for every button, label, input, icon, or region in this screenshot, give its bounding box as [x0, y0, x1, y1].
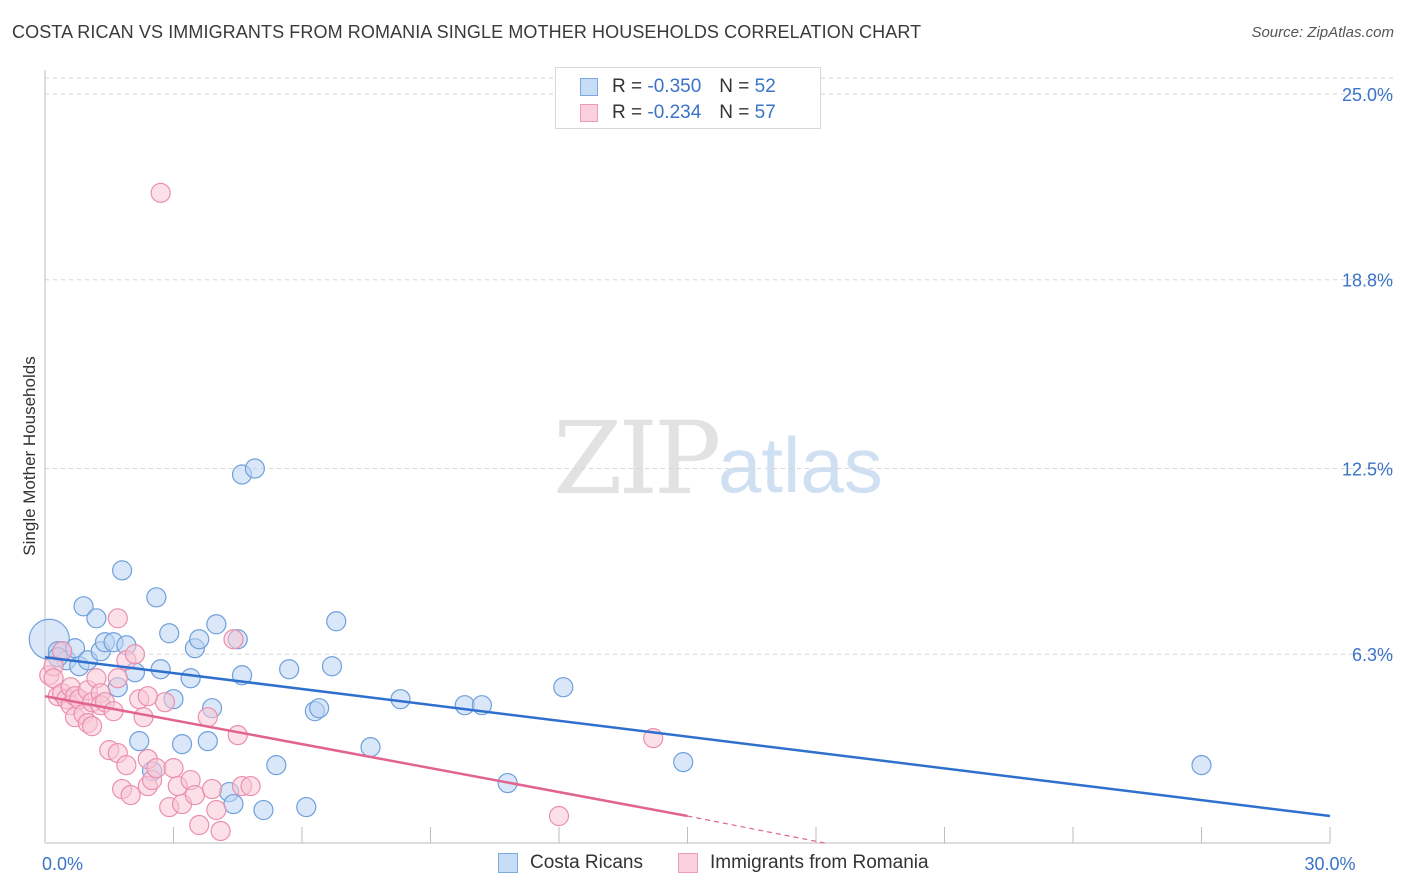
- data-point-immigrants-romania: [197, 707, 218, 728]
- data-point-costa-ricans: [86, 608, 107, 629]
- data-point-costa-ricans: [326, 611, 347, 632]
- trend-line-extension-immigrants-romania: [687, 815, 825, 844]
- data-point-immigrants-romania: [223, 629, 244, 650]
- trend-line-immigrants-romania: [44, 694, 688, 818]
- data-point-costa-ricans: [171, 734, 193, 755]
- data-point-costa-ricans: [673, 752, 694, 773]
- series-costa-ricans: [28, 458, 1212, 821]
- data-point-immigrants-romania: [184, 784, 206, 806]
- data-point-costa-ricans: [454, 695, 475, 716]
- data-point-immigrants-romania: [206, 799, 227, 821]
- data-point-costa-ricans: [244, 458, 265, 479]
- data-point-immigrants-romania: [52, 641, 73, 662]
- y-tick-label: 18.8%: [1342, 271, 1393, 291]
- gridlines: [45, 77, 1395, 655]
- series-legend: Costa Ricans Immigrants from Romania: [0, 852, 1406, 878]
- correlation-legend: R = -0.350 N = 52 R = -0.234 N = 57: [555, 67, 821, 129]
- source-credit: Source: ZipAtlas.com: [1251, 24, 1394, 41]
- watermark-zip: ZIP: [553, 400, 721, 517]
- r-label: R =: [612, 102, 643, 123]
- legend-row-immigrants-romania: R = -0.234 N = 57: [580, 100, 776, 126]
- axes: [44, 70, 1331, 844]
- series-immigrants-romania: [39, 182, 664, 842]
- tick-labels: 6.3% 12.5% 18.8% 25.0% 0.0% 30.0%: [42, 85, 1393, 874]
- data-point-immigrants-romania: [133, 707, 154, 728]
- data-point-immigrants-romania: [124, 644, 146, 665]
- chart-title: COSTA RICAN VS IMMIGRANTS FROM ROMANIA S…: [12, 22, 922, 42]
- data-point-costa-ricans: [553, 677, 574, 698]
- legend-swatch-blue: [498, 853, 518, 873]
- legend-label: Immigrants from Romania: [710, 852, 929, 873]
- data-point-costa-ricans: [223, 793, 244, 815]
- data-point-costa-ricans: [266, 755, 287, 776]
- y-tick-label: 12.5%: [1342, 459, 1393, 479]
- data-point-immigrants-romania: [548, 805, 570, 827]
- y-axis-label: Single Mother Households: [20, 356, 39, 556]
- data-point-costa-ricans: [1191, 755, 1212, 776]
- data-point-immigrants-romania: [116, 755, 137, 776]
- data-point-immigrants-romania: [163, 757, 184, 779]
- data-point-immigrants-romania: [120, 784, 141, 806]
- legend-swatch-blue: [580, 78, 598, 96]
- data-point-costa-ricans: [309, 698, 330, 719]
- n-value: 52: [754, 76, 776, 97]
- data-point-costa-ricans: [180, 668, 201, 689]
- y-tick-label: 25.0%: [1342, 85, 1393, 105]
- data-point-costa-ricans: [189, 629, 210, 650]
- legend-item-costa-ricans: Costa Ricans: [498, 852, 643, 874]
- data-point-immigrants-romania: [146, 757, 167, 779]
- data-point-immigrants-romania: [82, 716, 103, 737]
- data-point-costa-ricans: [111, 560, 133, 581]
- data-point-costa-ricans: [296, 796, 317, 818]
- data-point-costa-ricans: [206, 614, 227, 635]
- n-label: N =: [719, 76, 750, 97]
- data-point-immigrants-romania: [227, 725, 248, 746]
- x-tick-label: 0.0%: [42, 854, 83, 874]
- data-point-costa-ricans: [129, 731, 150, 752]
- legend-swatch-pink: [580, 104, 598, 122]
- data-point-costa-ricans: [146, 587, 167, 608]
- trend-lines: [44, 655, 1331, 844]
- data-point-costa-ricans: [321, 656, 343, 677]
- data-point-immigrants-romania: [137, 686, 158, 707]
- data-point-costa-ricans: [73, 596, 94, 617]
- data-point-immigrants-romania: [210, 820, 231, 842]
- data-point-immigrants-romania: [107, 668, 128, 689]
- data-point-immigrants-romania: [150, 182, 171, 203]
- data-point-immigrants-romania: [189, 814, 210, 836]
- legend-row-costa-ricans: R = -0.350 N = 52: [580, 74, 776, 100]
- data-point-costa-ricans: [360, 737, 381, 758]
- legend-swatch-pink: [678, 853, 698, 873]
- r-label: R =: [612, 76, 643, 97]
- data-point-immigrants-romania: [240, 775, 261, 797]
- watermark-atlas: atlas: [718, 421, 883, 509]
- y-tick-label: 6.3%: [1352, 645, 1393, 665]
- r-value: -0.350: [647, 76, 702, 97]
- trend-line-costa-ricans: [44, 655, 1331, 818]
- data-point-immigrants-romania: [107, 608, 128, 629]
- data-point-costa-ricans: [159, 623, 180, 644]
- data-point-costa-ricans: [279, 659, 300, 680]
- legend-item-immigrants-romania: Immigrants from Romania: [678, 852, 929, 874]
- data-point-costa-ricans: [253, 799, 274, 821]
- n-value: 57: [754, 102, 776, 123]
- data-point-immigrants-romania: [201, 778, 223, 800]
- data-point-costa-ricans: [150, 659, 171, 680]
- x-tick-label: 30.0%: [1304, 854, 1355, 874]
- data-point-immigrants-romania: [154, 692, 176, 713]
- n-label: N =: [719, 102, 750, 123]
- r-value: -0.234: [647, 102, 702, 123]
- data-point-costa-ricans: [197, 731, 218, 752]
- legend-label: Costa Ricans: [530, 852, 643, 873]
